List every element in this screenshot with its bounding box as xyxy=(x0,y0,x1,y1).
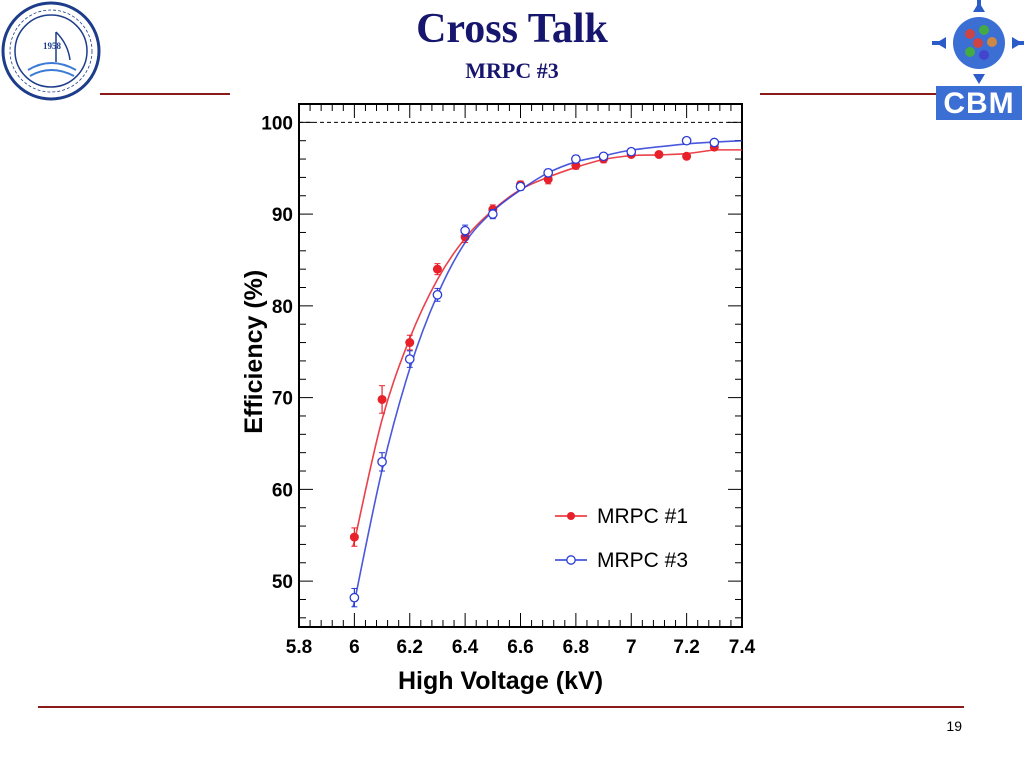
y-axis-title: Efficiency (%) xyxy=(240,270,268,434)
mrpc-3-point xyxy=(377,456,387,467)
mrpc-3-point xyxy=(404,354,415,364)
y-tick-label: 50 xyxy=(272,572,293,593)
mrpc-3-point xyxy=(487,209,498,219)
legend-marker-mrpc-1 xyxy=(567,512,575,520)
top-rule-left xyxy=(100,93,230,95)
slide-subtitle: MRPC #3 xyxy=(465,58,559,83)
mrpc-1-point xyxy=(349,532,359,542)
mrpc-3-point xyxy=(460,225,470,236)
efficiency-chart: 5.8 6 6.2 6.4 6.6 6.8 7 7.2 7.4 50 60 70 80 90 100 High… xyxy=(240,103,756,695)
y-tick-label: 80 xyxy=(272,297,293,318)
mrpc-3-point xyxy=(598,151,609,162)
legend-label-mrpc-3: MRPC #3 xyxy=(597,549,688,572)
cbm-logo-icon xyxy=(932,0,1024,120)
legend-marker-mrpc-3 xyxy=(566,555,576,565)
mrpc-3-point xyxy=(432,289,443,300)
x-tick-label: 6.2 xyxy=(397,637,423,658)
y-tick-label: 70 xyxy=(272,389,293,410)
mrpc-3-fit-curve xyxy=(352,139,743,608)
mrpc-3-point xyxy=(681,135,692,146)
cbm-logo-text: CBM xyxy=(943,87,1015,120)
x-tick-label: 6.6 xyxy=(507,637,533,658)
mrpc-3-point xyxy=(349,592,360,603)
mrpc-3-point xyxy=(515,181,526,192)
mrpc-1-point xyxy=(682,151,692,161)
mrpc-3-point xyxy=(709,137,720,148)
x-tick-label: 6 xyxy=(349,637,360,658)
mrpc-1-point xyxy=(432,264,442,274)
x-tick-label: 6.4 xyxy=(452,637,479,658)
x-tick-label: 7.2 xyxy=(673,637,699,658)
mrpc-1-point xyxy=(654,149,664,159)
mrpc-3-point xyxy=(543,167,554,178)
legend-label-mrpc-1: MRPC #1 xyxy=(597,505,688,528)
x-tick-label: 5.8 xyxy=(286,637,312,658)
y-tick-label: 90 xyxy=(272,205,293,226)
mrpc-1-point xyxy=(405,338,415,348)
page-number: 19 xyxy=(946,718,962,734)
ustc-seal-icon xyxy=(1,1,101,101)
mrpc-1-point xyxy=(377,394,387,404)
mrpc-1-fit-curve xyxy=(352,149,742,547)
mrpc-3-point xyxy=(626,146,637,157)
top-rule-right xyxy=(760,93,936,95)
ustc-founding-year: 1958 xyxy=(43,41,61,51)
x-tick-label: 7 xyxy=(626,637,637,658)
y-tick-label: 100 xyxy=(261,113,293,134)
x-tick-label: 7.4 xyxy=(729,637,756,658)
x-tick-label: 6.8 xyxy=(563,637,589,658)
y-tick-label: 60 xyxy=(272,480,293,501)
mrpc-3-point xyxy=(571,154,581,164)
x-axis-title: High Voltage (kV) xyxy=(398,667,603,695)
slide-title: Cross Talk xyxy=(416,6,608,52)
bottom-rule xyxy=(38,706,964,708)
